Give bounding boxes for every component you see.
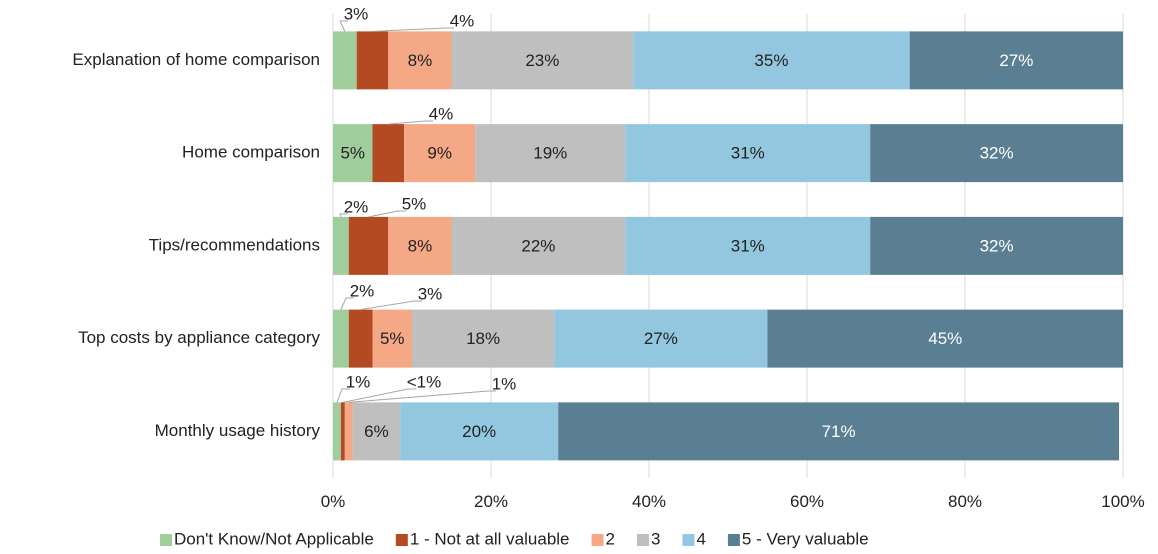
bar-segment bbox=[388, 216, 452, 275]
bar-segment bbox=[558, 402, 1120, 461]
data-label: 5% bbox=[402, 194, 427, 213]
data-label: 6% bbox=[364, 422, 389, 441]
bar-segment bbox=[625, 124, 871, 183]
data-label: 18% bbox=[466, 329, 500, 348]
legend-swatch bbox=[591, 534, 604, 546]
x-tick-label: 80% bbox=[948, 492, 982, 511]
bar-segment bbox=[767, 309, 1123, 368]
legend-label: 5 - Very valuable bbox=[742, 529, 869, 548]
leader-line bbox=[342, 388, 416, 403]
bar-segment bbox=[372, 124, 405, 183]
x-tick-label: 100% bbox=[1101, 492, 1144, 511]
legend-label: 4 bbox=[696, 529, 705, 548]
bar-segment bbox=[348, 216, 389, 275]
leader-line bbox=[388, 120, 433, 125]
data-label: 31% bbox=[731, 236, 765, 255]
bar-segment bbox=[451, 216, 626, 275]
x-tick-label: 0% bbox=[321, 492, 346, 511]
data-label: 1% bbox=[492, 374, 517, 393]
data-label: 3% bbox=[418, 284, 443, 303]
category-label: Top costs by appliance category bbox=[78, 328, 320, 347]
data-label: <1% bbox=[407, 372, 442, 391]
legend-label: 3 bbox=[651, 529, 660, 548]
leader-line bbox=[368, 210, 406, 218]
data-label: 20% bbox=[462, 422, 496, 441]
data-label: 31% bbox=[731, 144, 765, 163]
data-label: 19% bbox=[533, 144, 567, 163]
leader-line bbox=[372, 27, 454, 32]
bar-segment bbox=[333, 309, 349, 368]
x-tick-label: 40% bbox=[632, 492, 666, 511]
bar-segment bbox=[333, 124, 373, 183]
data-label: 71% bbox=[822, 422, 856, 441]
category-label: Home comparison bbox=[182, 143, 320, 162]
data-label: 4% bbox=[450, 11, 475, 30]
data-label: 45% bbox=[928, 329, 962, 348]
bar-segment bbox=[870, 216, 1123, 275]
bar-segment bbox=[344, 402, 353, 461]
data-label: 1% bbox=[346, 372, 371, 391]
legend-swatch bbox=[636, 534, 649, 546]
bar-segment bbox=[333, 402, 341, 461]
data-label: 22% bbox=[521, 236, 555, 255]
bar-segment bbox=[348, 309, 373, 368]
category-label: Explanation of home comparison bbox=[72, 50, 320, 69]
bar-segment bbox=[633, 31, 910, 90]
category-label: Tips/recommendations bbox=[149, 235, 320, 254]
leader-line bbox=[339, 20, 348, 32]
bar-segment bbox=[870, 124, 1123, 183]
bar-segment bbox=[412, 309, 555, 368]
data-label: 27% bbox=[999, 51, 1033, 70]
data-label: 35% bbox=[754, 51, 788, 70]
legend-label: 1 - Not at all valuable bbox=[410, 529, 570, 548]
bar-segment bbox=[388, 31, 452, 90]
bar-segment bbox=[475, 124, 626, 183]
x-tick-label: 60% bbox=[790, 492, 824, 511]
data-label: 27% bbox=[644, 329, 678, 348]
bar-segment bbox=[333, 216, 349, 275]
legend-swatch bbox=[160, 534, 172, 546]
bar-segment bbox=[400, 402, 559, 461]
legend-swatch bbox=[395, 534, 408, 546]
legend-swatch bbox=[727, 534, 740, 546]
bar-segment bbox=[352, 402, 401, 461]
leader-line bbox=[336, 388, 350, 403]
data-label: 2% bbox=[344, 197, 369, 216]
data-label: 8% bbox=[408, 51, 433, 70]
data-label: 5% bbox=[380, 329, 405, 348]
leader-line bbox=[348, 390, 496, 403]
data-label: 9% bbox=[427, 144, 452, 163]
data-label: 32% bbox=[980, 144, 1014, 163]
bar-segment bbox=[404, 124, 476, 183]
bar-segment bbox=[451, 31, 634, 90]
data-label: 4% bbox=[429, 104, 454, 123]
data-label: 8% bbox=[408, 236, 433, 255]
data-label: 32% bbox=[980, 236, 1014, 255]
bar-segment bbox=[333, 31, 357, 90]
legend-label: 2 bbox=[606, 529, 615, 548]
bar-segment bbox=[554, 309, 768, 368]
leader-line bbox=[360, 300, 422, 311]
legend-swatch bbox=[682, 534, 695, 546]
bar-segment bbox=[372, 309, 412, 368]
legend-label: Don't Know/Not Applicable bbox=[174, 529, 374, 548]
category-label: Monthly usage history bbox=[155, 421, 321, 440]
data-label: 2% bbox=[350, 281, 375, 300]
data-label: 23% bbox=[525, 51, 559, 70]
bar-segment bbox=[909, 31, 1123, 90]
data-label: 3% bbox=[344, 4, 369, 23]
x-tick-label: 20% bbox=[474, 492, 508, 511]
bar-segment bbox=[356, 31, 389, 90]
leader-line bbox=[339, 213, 348, 218]
bar-segment bbox=[340, 402, 345, 461]
leader-line bbox=[340, 297, 354, 310]
data-label: 5% bbox=[340, 144, 365, 163]
bar-segment bbox=[625, 216, 871, 275]
